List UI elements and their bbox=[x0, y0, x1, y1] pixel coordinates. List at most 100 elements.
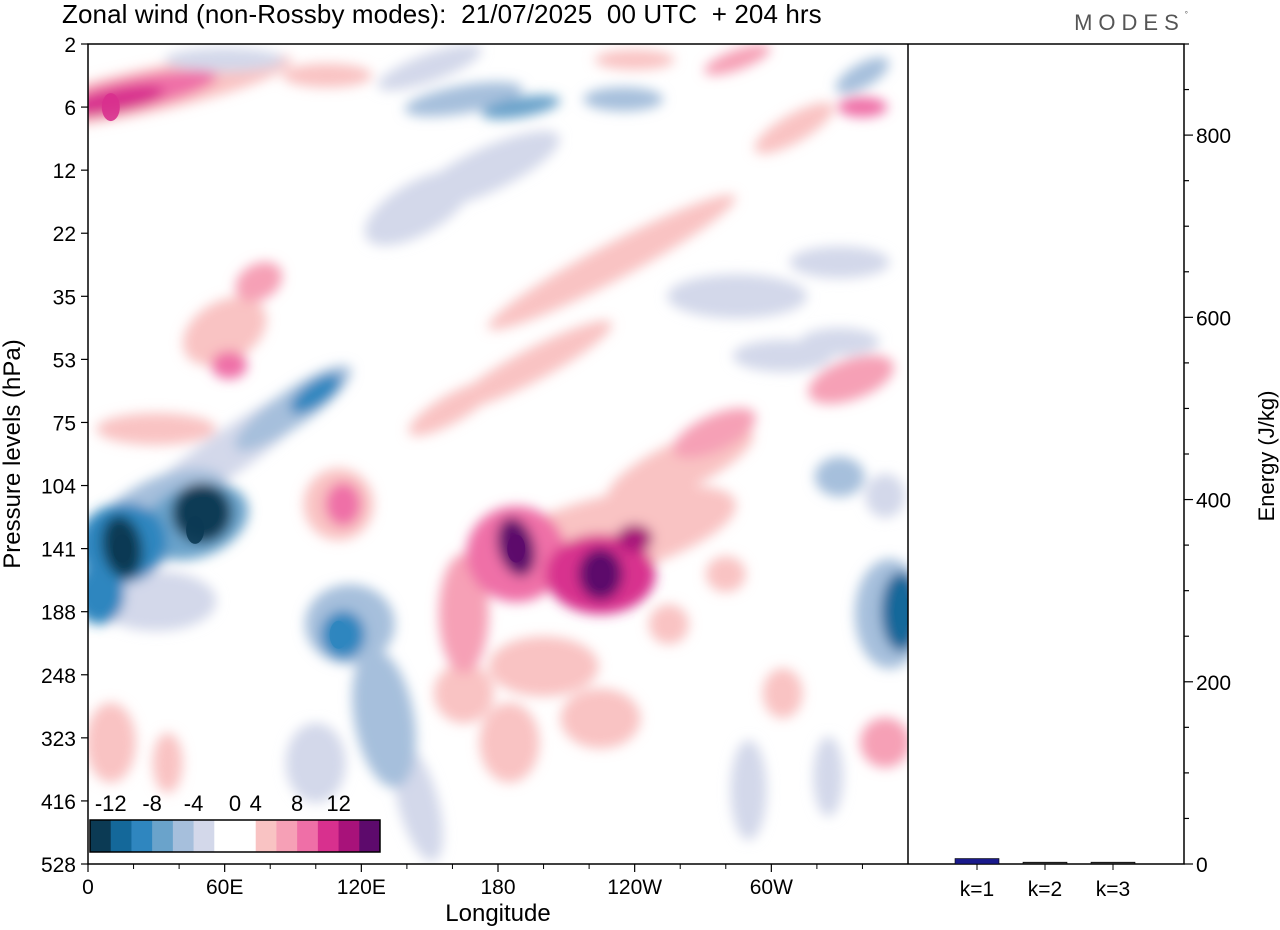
x-tick-label: 120W bbox=[607, 876, 662, 899]
energy-bar bbox=[1090, 861, 1136, 865]
logo-mark: ° bbox=[1184, 10, 1188, 19]
field-blob bbox=[352, 649, 417, 788]
field-blob bbox=[290, 373, 342, 414]
colorbar-swatch bbox=[110, 820, 132, 852]
field-blob bbox=[285, 722, 346, 803]
modes-logo: MODES° bbox=[1074, 10, 1188, 36]
colorbar-swatch bbox=[214, 820, 236, 852]
field-blob bbox=[479, 702, 540, 783]
energy-bar bbox=[954, 858, 1000, 865]
colorbar-swatch bbox=[359, 820, 381, 852]
negative-core-marker bbox=[894, 597, 908, 626]
energy-axis-label: Energy (J/kg) bbox=[1254, 391, 1279, 522]
field-blob bbox=[88, 564, 125, 625]
field-blob bbox=[762, 668, 803, 719]
field-blob bbox=[705, 556, 746, 593]
field-blob bbox=[730, 740, 767, 841]
field-blob bbox=[96, 413, 217, 445]
negative-core-marker bbox=[329, 620, 348, 649]
colorbar-tick-label: -12 bbox=[95, 791, 127, 816]
colorbar-tick-label: -4 bbox=[184, 791, 204, 816]
y-tick-label: 188 bbox=[41, 602, 76, 625]
colorbar-swatch bbox=[172, 820, 195, 852]
colorbar-swatch bbox=[131, 820, 153, 852]
colorbar-tick-label: 8 bbox=[291, 791, 303, 816]
y-tick-label: 22 bbox=[53, 223, 76, 246]
y-tick-label: 2 bbox=[64, 34, 76, 57]
energy-bar-panel: 0 200 400 600 800 Energy (J/kg) k=1 k=2 k=3 bbox=[954, 43, 1279, 901]
field-blob bbox=[438, 553, 489, 674]
field-blob bbox=[789, 246, 890, 279]
positive-core-marker bbox=[591, 560, 610, 589]
x-tick-label: 120E bbox=[337, 876, 386, 899]
field-blob bbox=[754, 102, 834, 154]
field-blob bbox=[404, 81, 523, 117]
colorbar-frame bbox=[89, 819, 381, 853]
field-blob bbox=[282, 63, 373, 88]
y-tick-label: 12 bbox=[53, 160, 76, 183]
colorbar-swatch bbox=[276, 820, 298, 852]
positive-core-marker bbox=[507, 534, 526, 563]
axes: 2 6 12 22 35 53 75 104 141 188 248 323 416 528 Pressur… bbox=[0, 34, 1185, 927]
colorbar-swatch bbox=[317, 820, 340, 852]
field-blob bbox=[583, 87, 664, 112]
field-blob bbox=[487, 194, 736, 330]
field-blob bbox=[594, 49, 675, 70]
y-tick-label: 416 bbox=[41, 791, 76, 814]
bar-category-label: k=3 bbox=[1096, 878, 1130, 901]
colorbar-swatch bbox=[152, 820, 174, 852]
colorbar-tick-label: 0 bbox=[229, 791, 241, 816]
colorbar-swatch bbox=[235, 820, 257, 852]
energy-tick-label: 800 bbox=[1196, 125, 1231, 148]
colorbar-swatch bbox=[255, 820, 277, 852]
negative-core-marker bbox=[113, 534, 132, 563]
field-blob bbox=[813, 736, 844, 817]
bar-category-label: k=1 bbox=[960, 878, 994, 901]
colorbar-swatch bbox=[338, 820, 360, 852]
field-blob bbox=[481, 95, 561, 120]
y-tick-label: 323 bbox=[41, 728, 76, 751]
field-blob bbox=[364, 170, 472, 246]
x-tick-label: 0 bbox=[82, 876, 94, 899]
y-tick-label: 104 bbox=[41, 476, 76, 499]
y-tick-label: 248 bbox=[41, 665, 76, 688]
field-blob bbox=[808, 355, 894, 404]
field-blob bbox=[325, 482, 362, 527]
field-blob bbox=[865, 473, 906, 518]
field-blob bbox=[377, 44, 482, 91]
field-blob bbox=[837, 97, 888, 118]
colorbar-swatch bbox=[193, 820, 215, 852]
colorbar-tick-label: -8 bbox=[142, 791, 162, 816]
y-tick-label: 53 bbox=[53, 349, 76, 372]
y-tick-label: 141 bbox=[41, 539, 76, 562]
field-blob bbox=[88, 702, 136, 783]
y-tick-label: 75 bbox=[53, 412, 76, 435]
field-blob bbox=[96, 571, 217, 631]
field-blob bbox=[672, 408, 756, 459]
y-tick-label: 35 bbox=[53, 286, 76, 309]
field-blob bbox=[211, 351, 248, 380]
field-blob bbox=[667, 274, 808, 319]
field-blob bbox=[799, 327, 880, 356]
colorbar-swatch bbox=[297, 820, 319, 852]
field-blobs bbox=[88, 44, 908, 862]
positive-core-marker bbox=[101, 93, 120, 122]
x-tick-label: 60W bbox=[750, 876, 793, 899]
energy-tick-label: 600 bbox=[1196, 307, 1231, 330]
y-tick-label: 6 bbox=[64, 97, 76, 120]
field-blob bbox=[152, 732, 183, 793]
field-blob bbox=[488, 636, 599, 697]
field-blob bbox=[560, 688, 641, 749]
field-blob bbox=[835, 57, 890, 94]
logo-text: MODES bbox=[1074, 10, 1185, 35]
colorbar-tick-label: 12 bbox=[326, 791, 350, 816]
field-blob bbox=[164, 47, 285, 72]
field-blob bbox=[814, 456, 865, 497]
energy-tick-label: 400 bbox=[1196, 490, 1231, 513]
colorbar: -12 -8 -4 0 4 8 12 bbox=[89, 791, 381, 853]
colorbar-tick-label: 4 bbox=[250, 791, 262, 816]
field-blob bbox=[433, 663, 494, 724]
heatmap-field bbox=[88, 44, 908, 862]
x-axis-label: Longitude bbox=[445, 900, 550, 927]
